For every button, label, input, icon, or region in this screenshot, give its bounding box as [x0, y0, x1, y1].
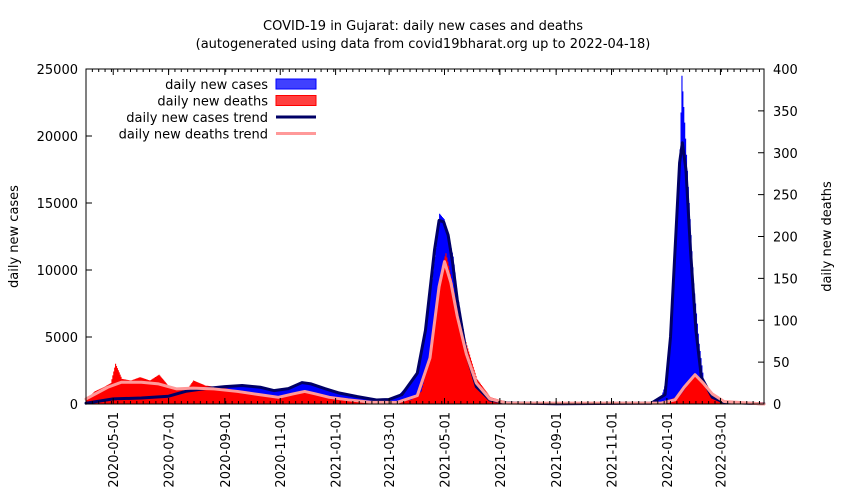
x-tick-label: 2021-07-01 — [494, 412, 509, 488]
y-tick-label: 10000 — [37, 264, 78, 279]
bars-daily-new-cases — [86, 75, 763, 404]
y-tick-label: 20000 — [37, 130, 78, 145]
x-tick-label: 2020-09-01 — [219, 412, 234, 488]
x-tick-label: 2021-05-01 — [439, 412, 454, 488]
y2-tick-label: 0 — [773, 398, 781, 413]
legend-label: daily new deaths trend — [119, 128, 268, 143]
bars-daily-new-deaths — [86, 253, 760, 404]
x-tick-label: 2021-03-01 — [383, 412, 398, 488]
y-tick-label: 0 — [70, 398, 78, 413]
chart-subtitle: (autogenerated using data from covid19bh… — [196, 37, 651, 52]
x-tick-label: 2021-11-01 — [606, 412, 621, 488]
y-tick-label: 25000 — [37, 63, 78, 78]
y2-tick-label: 250 — [773, 189, 798, 204]
line-daily-new-cases-trend — [84, 141, 766, 406]
legend-label: daily new cases — [165, 78, 268, 93]
y2-tick-label: 200 — [773, 231, 798, 246]
y-axis-label-left: daily new cases — [7, 185, 22, 288]
y2-tick-label: 150 — [773, 272, 798, 287]
y2-tick-label: 300 — [773, 147, 798, 162]
trend-lines-layer — [84, 141, 766, 406]
x-tick-label: 2021-09-01 — [550, 412, 565, 488]
chart-title: COVID-19 in Gujarat: daily new cases and… — [263, 19, 583, 34]
y2-tick-label: 350 — [773, 105, 798, 120]
y2-tick-label: 50 — [773, 356, 790, 371]
x-tick-label: 2022-01-01 — [661, 412, 676, 488]
legend-swatch — [275, 78, 317, 90]
y2-tick-label: 100 — [773, 314, 798, 329]
line-daily-new-deaths-trend — [84, 260, 766, 406]
y-tick-label: 15000 — [37, 197, 78, 212]
x-tick-label: 2022-03-01 — [714, 412, 729, 488]
legend-label: daily new deaths — [157, 95, 268, 110]
x-tick-label: 2021-01-01 — [330, 412, 345, 488]
x-tick-label: 2020-11-01 — [274, 412, 289, 488]
y2-tick-label: 400 — [773, 63, 798, 78]
x-tick-label: 2020-07-01 — [163, 412, 178, 488]
y-tick-label: 5000 — [45, 331, 78, 346]
bars-layer — [86, 75, 763, 404]
axis-ticks: 0 5000 10000 15000 20000 25000 0 50 100 150 200 250… — [37, 63, 798, 488]
legend-swatch — [275, 95, 317, 106]
x-tick-label: 2020-05-01 — [107, 412, 122, 488]
legend-label: daily new cases trend — [126, 111, 268, 126]
y-axis-label-right: daily new deaths — [820, 181, 835, 292]
